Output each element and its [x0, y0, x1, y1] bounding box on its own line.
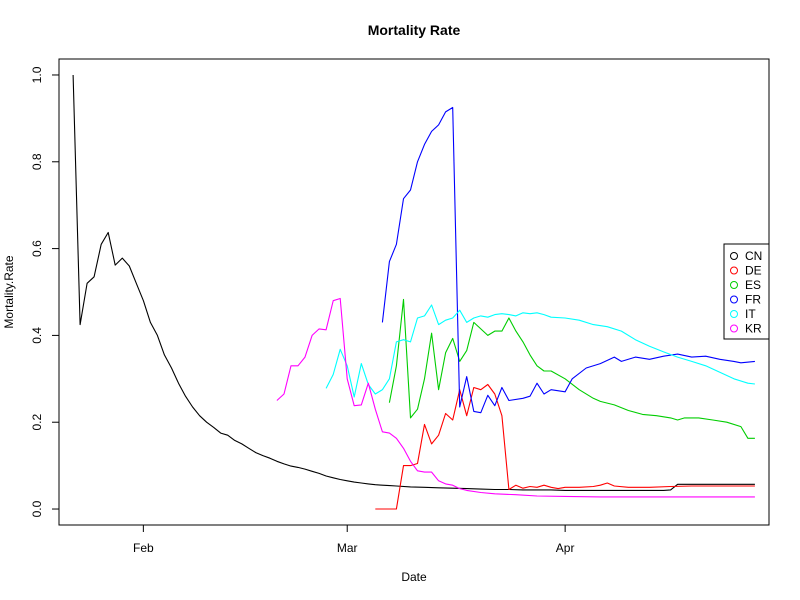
y-axis: 0.0 0.2 0.4 0.6 0.8 1.0: [30, 66, 59, 517]
legend-marker-fr: [730, 295, 738, 304]
legend-label-kr: KR: [745, 322, 762, 336]
chart-title: Mortality Rate: [368, 22, 461, 38]
legend-label-es: ES: [745, 278, 761, 292]
legend-label-cn: CN: [745, 249, 762, 263]
legend-marker-kr: [730, 324, 738, 333]
y-tick-label: 0.4: [30, 327, 44, 344]
y-axis-label: Mortality.Rate: [2, 255, 16, 328]
x-axis-label: Date: [401, 570, 427, 584]
series-line-cn: [72, 74, 755, 491]
series-line-es: [388, 298, 755, 439]
y-tick-label: 0.0: [30, 500, 44, 517]
x-tick-label: Feb: [133, 541, 154, 555]
series-line-kr: [276, 297, 755, 498]
legend-marker-cn: [730, 252, 738, 260]
legend-label-de: DE: [745, 264, 762, 278]
x-tick-label: Mar: [337, 541, 358, 555]
series-line-de: [375, 383, 755, 510]
plot-frame: [58, 58, 770, 526]
legend-marker-de: [730, 266, 738, 275]
series-layer: [72, 74, 755, 510]
legend-marker-es: [730, 281, 738, 289]
x-tick-label: Apr: [556, 541, 575, 555]
legend-label-fr: FR: [745, 293, 761, 307]
plot-area: [58, 58, 770, 526]
y-tick-label: 0.8: [30, 153, 44, 170]
y-tick-label: 0.6: [30, 240, 44, 257]
y-tick-label: 1.0: [30, 66, 44, 83]
series-line-it: [325, 304, 755, 398]
legend-box: [723, 243, 770, 340]
series-line-fr: [381, 106, 755, 414]
y-tick-label: 0.2: [30, 414, 44, 431]
x-axis: Feb Mar Apr: [133, 525, 574, 555]
legend-label-it: IT: [745, 307, 756, 321]
legend-marker-it: [730, 310, 738, 318]
